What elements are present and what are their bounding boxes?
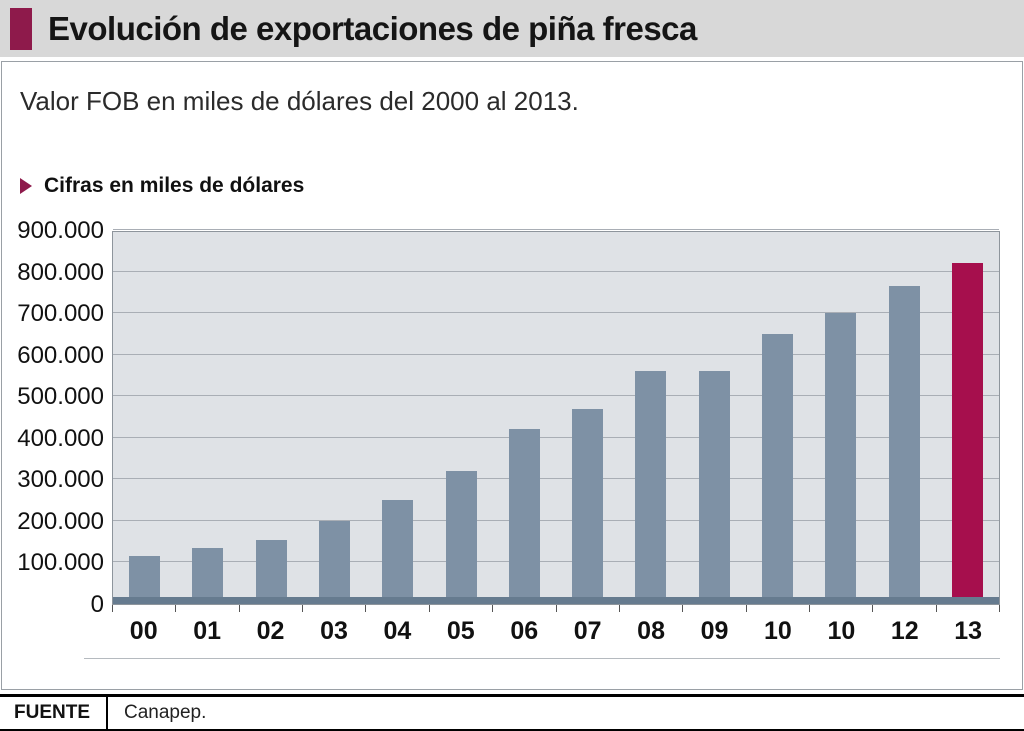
bar [825, 313, 857, 604]
x-axis-ticks [112, 605, 1001, 612]
x-tick-label: 03 [320, 617, 348, 645]
x-tick [303, 605, 367, 612]
accent-block [10, 7, 32, 50]
x-tick-label: 08 [637, 617, 665, 645]
x-tick [366, 605, 430, 612]
y-tick-label: 800.000 [17, 258, 104, 286]
gridline [113, 353, 999, 355]
bar-cell [176, 232, 239, 604]
x-tick-label: 10 [764, 617, 792, 645]
x-tick-label: 13 [954, 617, 983, 645]
bar-cell [303, 232, 366, 604]
gridline [113, 395, 999, 397]
source-value: Canapep. [124, 702, 207, 723]
x-tick-label: 05 [446, 617, 475, 645]
y-tick-label: 300.000 [17, 466, 104, 494]
bar-chart: 0 100.000 200.000 300.000 400.000 500.000 600.… [2, 217, 1022, 659]
x-tick-label: 09 [700, 617, 729, 645]
y-tick-label: 200.000 [17, 507, 104, 535]
bars-container [113, 232, 999, 604]
bar [445, 471, 477, 604]
gridline [113, 270, 999, 272]
x-tick-label: 00 [129, 617, 158, 645]
x-axis-baseline [113, 597, 999, 604]
x-tick-label: 12 [890, 617, 919, 645]
chart-panel: Valor FOB en miles de dólares del 2000 a… [1, 61, 1023, 690]
legend-arrow-icon [20, 178, 32, 194]
y-tick-label: 500.000 [17, 383, 104, 411]
y-axis: 0 100.000 200.000 300.000 400.000 500.000 600.… [17, 217, 112, 618]
x-tick [683, 605, 747, 612]
x-tick [620, 605, 684, 612]
x-tick [557, 605, 620, 612]
x-tick-label: 01 [193, 617, 222, 645]
x-tick-label: 06 [510, 617, 539, 645]
x-tick [810, 605, 874, 612]
bar-cell [556, 232, 619, 604]
bar [255, 539, 287, 604]
bar [635, 371, 667, 604]
x-tick [747, 605, 810, 612]
gridline [113, 561, 999, 563]
x-tick [240, 605, 304, 612]
x-tick [430, 605, 494, 612]
chart-subtitle: Valor FOB en miles de dólares del 2000 a… [20, 86, 579, 116]
bar [192, 547, 224, 604]
bar [318, 520, 350, 604]
y-tick-label: 600.000 [17, 341, 104, 369]
bar-cell [240, 232, 303, 604]
bar-cell [619, 232, 682, 604]
bar [572, 408, 604, 604]
bar [508, 429, 540, 604]
source-label: FUENTE [14, 702, 90, 723]
bar-cell [746, 232, 809, 604]
axis-bottom-rule [84, 658, 1000, 659]
gridline [113, 436, 999, 438]
bar-highlight [951, 263, 983, 604]
plot-area [112, 229, 1000, 605]
x-tick [493, 605, 557, 612]
y-tick-label: 100.000 [17, 549, 104, 577]
gridline [113, 229, 999, 230]
y-tick-label: 0 [90, 591, 104, 618]
bar-cell [493, 232, 556, 604]
page-title: Evolución de exportaciones de piña fresc… [48, 9, 697, 47]
bar [888, 286, 920, 604]
legend-row: Cifras en miles de dólares [20, 174, 1022, 198]
footer-divider [106, 697, 108, 729]
bar-cell [366, 232, 429, 604]
bar [129, 556, 161, 604]
bar [382, 500, 414, 604]
legend-label: Cifras en miles de dólares [44, 174, 305, 197]
plot-column: 00 01 02 03 04 05 06 07 08 09 10 10 12 13 [84, 229, 1001, 659]
x-tick-label: 04 [383, 617, 412, 645]
bar-cell [683, 232, 746, 604]
header-bar: Evolución de exportaciones de piña fresc… [0, 0, 1024, 57]
bar-cell [429, 232, 492, 604]
x-tick-label: 02 [256, 617, 285, 645]
bar [761, 333, 793, 604]
y-tick-label: 700.000 [17, 300, 104, 328]
bar [698, 371, 730, 604]
source-footer: FUENTE Canapep. [0, 694, 1024, 731]
gridline [113, 519, 999, 521]
x-tick [937, 605, 1001, 612]
bar-cell [936, 232, 999, 604]
x-tick [873, 605, 937, 612]
x-axis-labels: 00 01 02 03 04 05 06 07 08 09 10 10 12 13 [112, 616, 1000, 646]
y-tick-label: 400.000 [17, 424, 104, 452]
x-tick [112, 605, 177, 612]
bar-cell [809, 232, 872, 604]
x-tick-label: 10 [827, 617, 856, 645]
bar-cell [113, 232, 176, 604]
x-tick-label: 07 [573, 617, 602, 645]
y-tick-label: 900.000 [17, 217, 104, 244]
x-tick [176, 605, 240, 612]
gridline [113, 312, 999, 314]
gridline [113, 478, 999, 480]
bar-cell [872, 232, 935, 604]
